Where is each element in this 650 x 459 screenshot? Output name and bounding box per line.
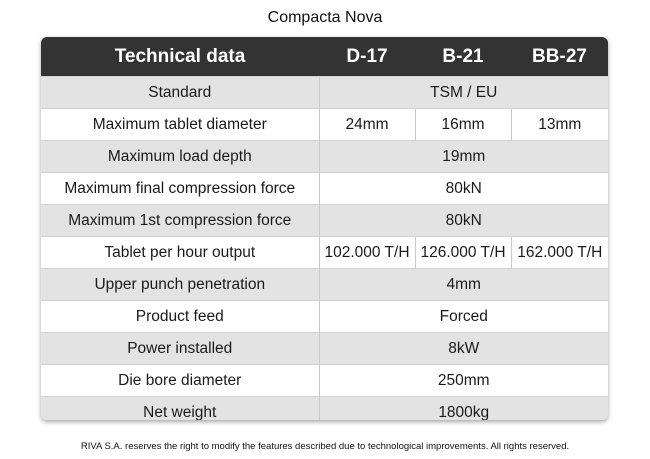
row-value: TSM / EU [318, 76, 608, 109]
table-row: Maximum load depth 19mm [41, 140, 608, 173]
row-value: Forced [318, 300, 608, 333]
row-value: 80kN [318, 204, 608, 237]
row-value-b21: 16mm [414, 108, 511, 141]
table-row: Maximum tablet diameter 24mm 16mm 13mm [41, 108, 608, 141]
row-value: 19mm [318, 140, 608, 173]
row-value: 8kW [318, 332, 608, 365]
row-value-d17: 102.000 T/H [318, 236, 415, 269]
row-label: Upper punch penetration [41, 268, 319, 301]
row-label: Net weight [41, 396, 319, 420]
row-value: 80kN [318, 172, 608, 205]
row-label: Product feed [41, 300, 319, 333]
header-technical-data: Technical data [41, 37, 319, 77]
table-row: Maximum 1st compression force 80kN [41, 204, 608, 237]
row-value: 250mm [318, 364, 608, 397]
footer-disclaimer: RIVA S.A. reserves the right to modify t… [80, 441, 570, 452]
table-header-row: Technical data D-17 B-21 BB-27 [41, 37, 608, 77]
technical-data-table: Technical data D-17 B-21 BB-27 Standard … [41, 37, 608, 420]
table-row: Tablet per hour output 102.000 T/H 126.0… [41, 236, 608, 269]
table-row: Product feed Forced [41, 300, 608, 333]
row-value-b21: 126.000 T/H [414, 236, 511, 269]
table-row: Standard TSM / EU [41, 76, 608, 109]
row-label: Maximum final compression force [41, 172, 319, 205]
table-row: Maximum final compression force 80kN [41, 172, 608, 205]
row-value-d17: 24mm [318, 108, 415, 141]
row-label: Maximum load depth [41, 140, 319, 173]
row-value: 1800kg [318, 396, 608, 420]
row-label: Standard [41, 76, 319, 109]
row-label: Maximum tablet diameter [41, 108, 319, 141]
row-value: 4mm [318, 268, 608, 301]
table-row: Net weight 1800kg [41, 396, 608, 420]
row-label: Maximum 1st compression force [41, 204, 319, 237]
table-row: Die bore diameter 250mm [41, 364, 608, 397]
row-value-bb27: 162.000 T/H [510, 236, 608, 269]
header-model-d17: D-17 [319, 37, 415, 77]
table-row: Upper punch penetration 4mm [41, 268, 608, 301]
row-value-bb27: 13mm [510, 108, 608, 141]
row-label: Tablet per hour output [41, 236, 319, 269]
header-model-b21: B-21 [415, 37, 511, 77]
row-label: Die bore diameter [41, 364, 319, 397]
page-title: Compacta Nova [267, 9, 383, 26]
row-label: Power installed [41, 332, 319, 365]
technical-data-table-card: Technical data D-17 B-21 BB-27 Standard … [41, 37, 608, 420]
header-model-bb27: BB-27 [511, 37, 608, 77]
table-row: Power installed 8kW [41, 332, 608, 365]
